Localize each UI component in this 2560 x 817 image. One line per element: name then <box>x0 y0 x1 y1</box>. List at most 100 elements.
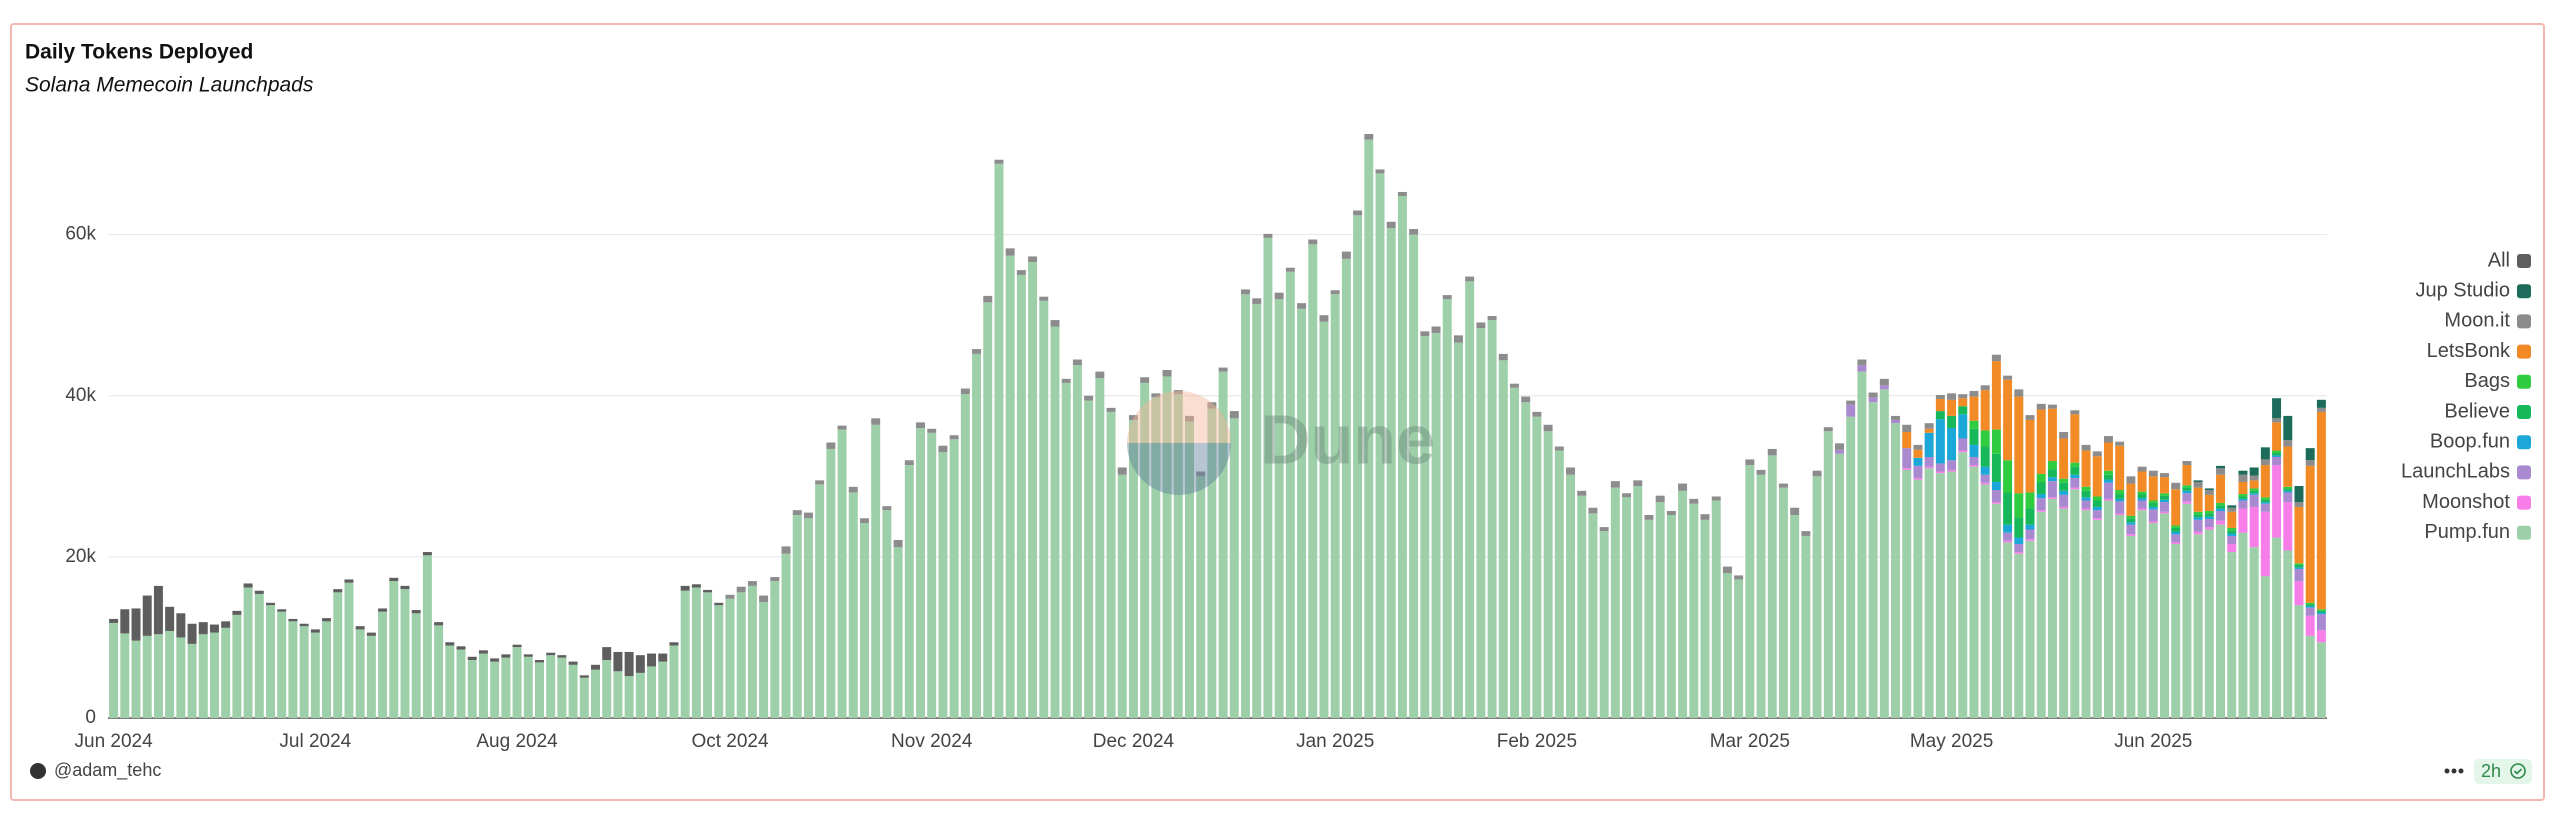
bar-segment <box>2249 480 2259 489</box>
legend-label: Boop.fun <box>2430 430 2510 452</box>
bar-segment <box>1823 431 1833 718</box>
legend-swatch <box>2517 525 2531 540</box>
bar-segment <box>1633 486 1643 718</box>
bar-segment <box>1095 378 1105 718</box>
legend-item[interactable]: All <box>2488 249 2531 271</box>
legend-item[interactable]: Believe <box>2444 400 2531 422</box>
bar-segment <box>2003 532 2013 541</box>
bar-segment <box>647 653 657 667</box>
bar-segment <box>949 439 959 718</box>
bar-segment <box>288 618 298 622</box>
bar-segment <box>736 586 746 593</box>
bar-segment <box>187 623 197 644</box>
bar-segment <box>1005 248 1015 256</box>
bar-segment <box>2047 477 2057 482</box>
legend-swatch <box>2517 465 2531 480</box>
bar-segment <box>2260 465 2270 498</box>
legend-item[interactable]: Moon.it <box>2444 310 2531 332</box>
bar-segment <box>389 581 399 718</box>
legend-item[interactable]: Jup Studio <box>2415 279 2531 301</box>
refresh-check <box>2510 763 2526 779</box>
bar-segment <box>1991 361 2001 430</box>
legend-item[interactable]: Pump.fun <box>2424 521 2531 543</box>
bar-segment <box>2103 470 2113 475</box>
bar-segment <box>1252 303 1262 718</box>
bar-segment <box>1913 449 1923 458</box>
bar-segment <box>1218 371 1228 718</box>
bar-segment <box>2148 523 2158 718</box>
x-tick-label: Jun 2025 <box>2114 731 2192 752</box>
bar-segment <box>2025 529 2035 540</box>
x-tick-label: Feb 2025 <box>1497 731 1577 752</box>
bar-segment <box>2204 490 2214 495</box>
bar-segment <box>165 606 175 631</box>
bar-segment <box>2025 508 2035 525</box>
bar-segment <box>411 610 421 614</box>
bar-segment <box>400 589 410 718</box>
bar-segment <box>2160 502 2169 512</box>
refresh-check-mark <box>2513 768 2523 775</box>
bar-segment <box>2059 482 2069 491</box>
legend-item[interactable]: Moonshot <box>2422 491 2531 513</box>
bar-segment <box>1196 471 1206 477</box>
bar-segment <box>938 445 948 453</box>
bar-segment <box>624 651 634 677</box>
bar-segment <box>591 669 600 718</box>
bar-segment <box>2204 519 2214 528</box>
bar-segment <box>848 486 858 493</box>
bar-segment <box>1947 399 1957 416</box>
menu-button[interactable] <box>2444 768 2464 774</box>
legend-label: LetsBonk <box>2427 340 2511 362</box>
bar-segment <box>1184 415 1194 422</box>
bar-segment <box>1173 394 1183 718</box>
legend-swatch <box>2517 405 2531 419</box>
bar-segment <box>422 555 432 718</box>
y-tick-label: 0 <box>85 707 96 728</box>
bar-segment <box>142 595 152 636</box>
footer: @adam_tehc 2h <box>30 759 2532 784</box>
bar-segment <box>2316 630 2326 643</box>
bar-segment <box>1980 446 1990 467</box>
bar-segment <box>2294 502 2304 507</box>
bar-segment <box>658 661 668 718</box>
bar-segment <box>2272 450 2282 453</box>
legend-swatch <box>2517 254 2531 268</box>
bar-segment <box>1319 315 1329 322</box>
bar-segment <box>1857 371 1867 718</box>
bar-segment <box>714 602 724 606</box>
bar-segment <box>1397 196 1407 718</box>
bar-segment <box>837 425 847 430</box>
bar-segment <box>131 608 141 641</box>
bar-segment <box>2003 524 2013 533</box>
bar-segment <box>299 626 309 718</box>
bar-segment <box>2216 510 2226 521</box>
bar-segment <box>221 627 231 718</box>
bar-segment <box>467 660 477 718</box>
bar-segment <box>1218 367 1228 372</box>
legend-swatch <box>2517 344 2531 359</box>
bar-segment <box>1969 465 1979 467</box>
bar-segment <box>1958 398 1968 407</box>
bar-segment <box>2160 495 2169 500</box>
watermark-logo-bottom <box>1127 443 1231 495</box>
bar-segment <box>2260 459 2270 466</box>
legend-item[interactable]: Boop.fun <box>2430 430 2531 452</box>
bar-segment <box>1655 502 1665 718</box>
legend-swatch <box>2517 284 2531 299</box>
bar-segment <box>187 643 197 718</box>
bar-segment <box>1241 289 1251 295</box>
bar-segment <box>781 553 791 718</box>
bar-segment <box>221 621 231 628</box>
bar-segment <box>1330 290 1340 295</box>
legend-label: LaunchLabs <box>2401 461 2510 483</box>
bar-segment <box>1341 251 1351 259</box>
bar-segment <box>1913 465 1923 478</box>
bar-segment <box>2249 506 2259 548</box>
bar-segment <box>512 644 522 648</box>
legend-item[interactable]: LaunchLabs <box>2401 461 2531 483</box>
legend-item[interactable]: Bags <box>2464 370 2531 392</box>
bar-segment <box>1947 428 1957 461</box>
legend-item[interactable]: LetsBonk <box>2427 340 2531 362</box>
bar-segment <box>2193 511 2203 515</box>
bar-segment <box>1980 466 1990 475</box>
